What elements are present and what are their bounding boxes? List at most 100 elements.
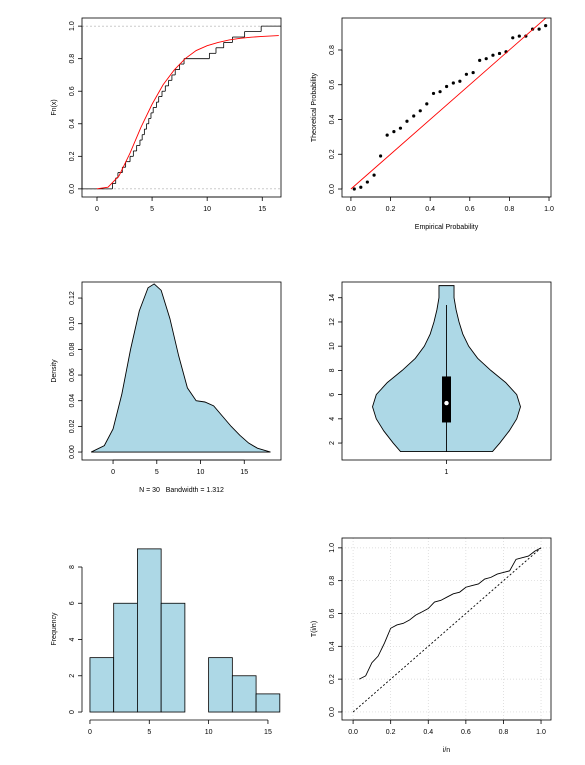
x-tick-label: 15: [264, 729, 272, 736]
point: [398, 126, 403, 130]
bar: [160, 602, 186, 713]
x-axis-label: i/n: [443, 747, 451, 754]
y-axis-label: Fn(x): [51, 99, 58, 115]
y-tick-label: 1.0: [69, 21, 76, 31]
x-tick-label: 0.0: [348, 729, 358, 736]
x-tick-label: 0.0: [346, 206, 356, 213]
point: [517, 34, 521, 38]
x-tick-label: 0: [111, 469, 115, 476]
y-axis-label: Frequency: [51, 612, 58, 646]
y-tick-label: 2: [329, 441, 336, 445]
point: [405, 119, 409, 123]
y-axis-label: Theoretical Probability: [311, 72, 318, 142]
x-tick-label: 1.0: [544, 206, 554, 213]
panel: 0 5 10 15 0.00 0.02 0.04 0.06 0.08 0.10 0.12 N = 30…: [51, 281, 282, 494]
x-tick-label: 0: [88, 729, 92, 736]
point: [372, 173, 376, 177]
point: [478, 58, 482, 63]
x-tick-label: 0.2: [386, 729, 396, 736]
x-tick-label: 1: [445, 469, 449, 476]
bar: [137, 548, 162, 713]
point: [359, 185, 363, 189]
plot-area: [350, 18, 548, 191]
y-tick-label: 12: [329, 318, 336, 326]
point: [385, 133, 389, 137]
panel: 0.0 0.2 0.4 0.6 0.8 1.0 0.0 0.2 0.4 0.6 0.8 1.0 i/n T…: [311, 537, 552, 754]
y-tick-label: 8: [329, 368, 336, 372]
point: [379, 154, 383, 158]
y-tick-label: 0.8: [69, 54, 76, 64]
bar: [208, 657, 233, 713]
point: [444, 84, 449, 89]
x-tick-label: 0.4: [423, 729, 433, 736]
point: [497, 51, 502, 56]
y-tick-label: 10: [329, 342, 336, 350]
point: [544, 24, 548, 28]
box: [442, 376, 451, 423]
plot-box: [81, 17, 282, 198]
point: [418, 109, 422, 113]
x-tick-label: 15: [240, 469, 248, 476]
plot-area: [82, 25, 281, 190]
y-tick-label: 8: [69, 565, 76, 569]
y-tick-label: 6: [69, 601, 76, 605]
y-tick-label: 0.8: [329, 45, 336, 55]
point: [412, 114, 416, 118]
point: [511, 36, 515, 40]
point: [464, 72, 469, 76]
bar: [231, 675, 257, 713]
point: [431, 91, 436, 96]
y-tick-label: 0.2: [329, 674, 336, 684]
y-tick-label: 0.0: [329, 184, 336, 194]
density-area: [90, 283, 271, 453]
median: [444, 400, 449, 406]
x-tick-label: 15: [258, 206, 266, 213]
y-tick-label: 0.6: [329, 609, 336, 619]
y-tick-label: 14: [329, 294, 336, 302]
panel: 0 5 10 15 0 2 4 6 8 Frequency: [51, 548, 281, 736]
bar: [89, 657, 115, 713]
y-tick-label: 0.08: [69, 342, 76, 356]
y-tick-label: 0: [69, 710, 76, 714]
y-tick-label: 0.4: [329, 115, 336, 125]
point: [365, 180, 369, 184]
y-tick-label: 0.10: [69, 317, 76, 331]
point: [392, 130, 396, 134]
x-axis-label: N = 30 Bandwidth = 1.312: [139, 487, 224, 494]
x-tick-label: 0: [95, 206, 99, 213]
x-tick-label: 0.2: [386, 206, 396, 213]
point: [484, 57, 488, 61]
y-tick-label: 0.0: [329, 707, 336, 717]
line: [359, 547, 542, 680]
plot-box: [341, 537, 552, 721]
line: [350, 18, 547, 190]
y-tick-label: 0.04: [69, 394, 76, 408]
y-tick-label: 0.4: [329, 641, 336, 651]
bar: [255, 693, 281, 713]
x-tick-label: 5: [150, 206, 154, 213]
point: [537, 27, 541, 31]
line: [352, 547, 542, 713]
plot-area: [89, 548, 281, 713]
panel: 0 5 10 15 0.0 0.2 0.4 0.6 0.8 1.0 Fn(x): [51, 17, 282, 213]
y-tick-label: 0.00: [69, 445, 76, 459]
line: [96, 35, 279, 190]
point: [458, 79, 462, 83]
y-axis-label: T(i/n): [311, 621, 318, 637]
x-axis-label: Empirical Probability: [415, 224, 479, 231]
plot-area: [342, 538, 551, 720]
point: [491, 53, 495, 57]
point: [425, 102, 429, 106]
y-tick-label: 1.0: [329, 543, 336, 553]
x-tick-label: 10: [197, 469, 205, 476]
point: [352, 187, 356, 191]
x-tick-label: 10: [203, 206, 211, 213]
bar: [113, 602, 138, 713]
x-tick-label: 5: [155, 469, 159, 476]
y-tick-label: 2: [69, 674, 76, 678]
y-tick-label: 0.2: [69, 151, 76, 161]
y-tick-label: 4: [69, 637, 76, 641]
plot-area: [90, 283, 271, 453]
